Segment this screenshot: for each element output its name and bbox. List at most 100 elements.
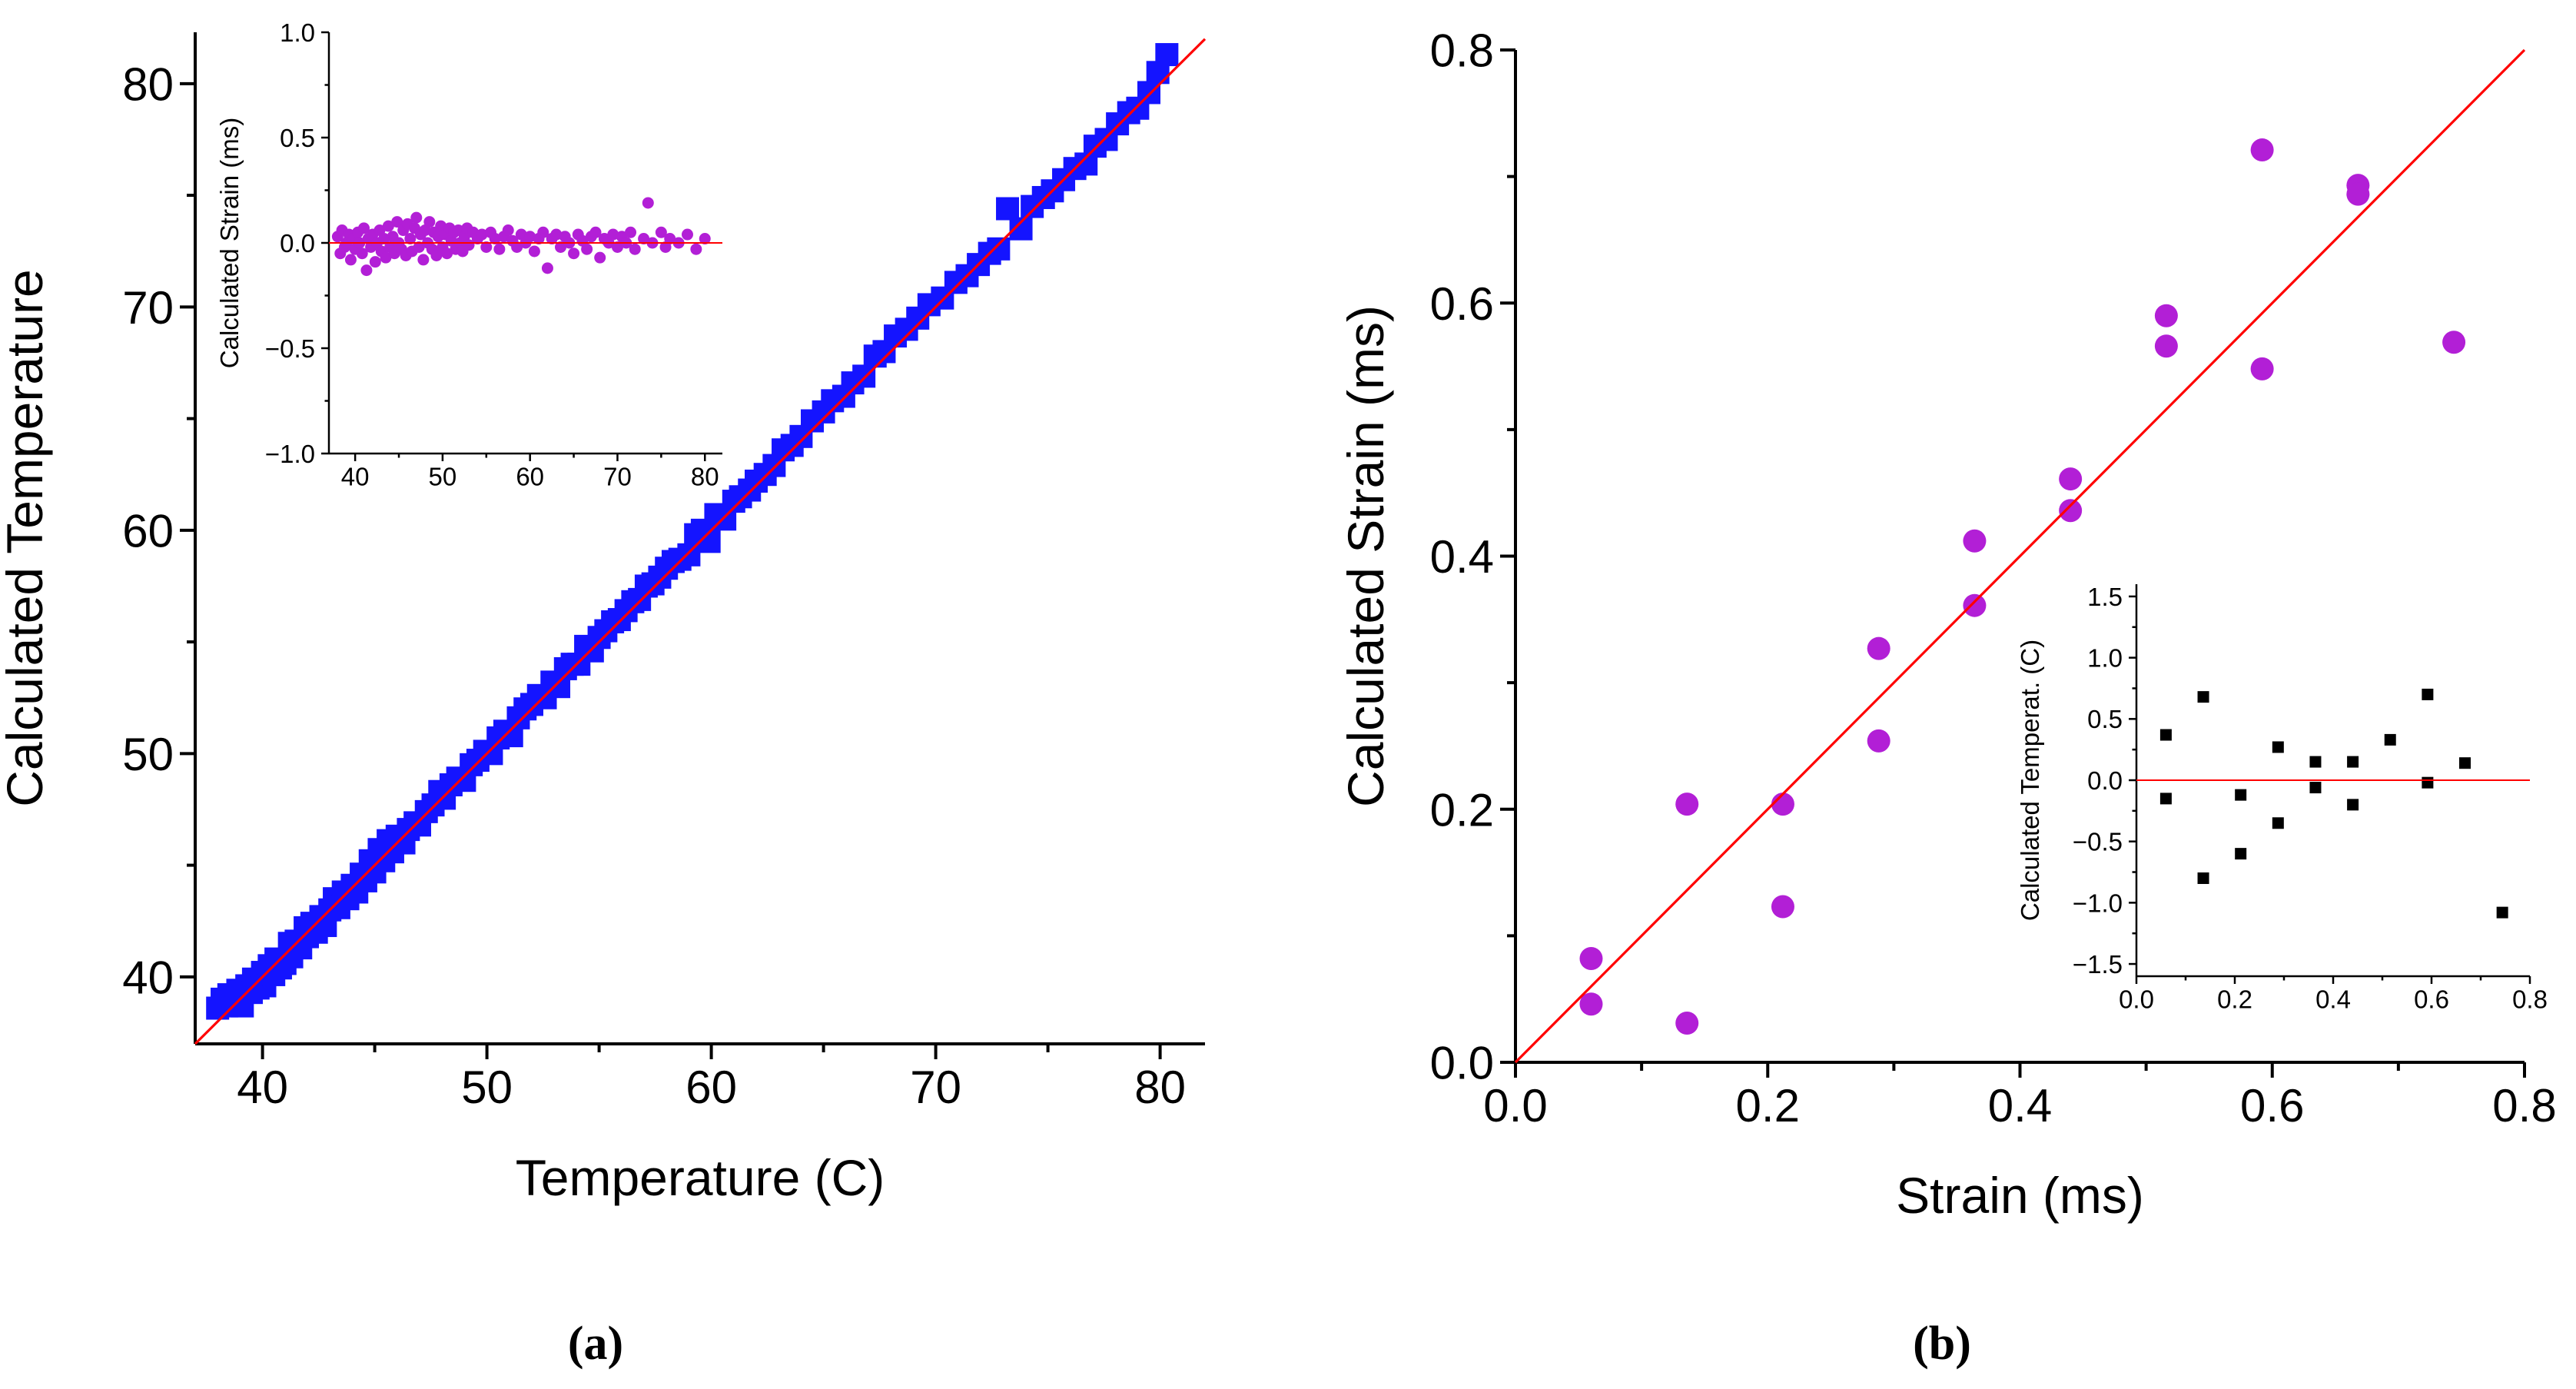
b-main-x-tick-label: 0.6 <box>2240 1080 2304 1131</box>
a-inset-data-point <box>382 220 394 232</box>
b-inset-data-point <box>2235 848 2247 860</box>
a-inset-data-point <box>423 216 436 228</box>
a-main-fit-line <box>194 38 1207 1045</box>
b-inset-data-point <box>2272 741 2284 753</box>
a-inset-data-point <box>642 197 654 209</box>
chart-b-main-plot: 0.0 0.2 0.4 0.6 0.8 0.0 0.2 0.4 0.6 0.8 Calculated… <box>1337 25 2557 1224</box>
a-inset-data-point <box>524 231 536 243</box>
b-main-x-tick-label: 0.2 <box>1736 1080 1800 1131</box>
b-main-data-point <box>2250 357 2274 380</box>
b-inset-y-tick-label: −1.5 <box>2073 950 2123 979</box>
a-main-x-axis-title: Temperature (C) <box>516 1149 885 1206</box>
b-inset-y-axis-title: Calculated Temperat. (C) <box>2016 640 2044 921</box>
b-inset-x-tick-label: 0.6 <box>2414 985 2449 1013</box>
a-inset-y-tick-label: −1.0 <box>265 440 315 468</box>
b-inset-data-point <box>2159 793 2172 805</box>
b-main-data-point <box>1579 992 1603 1016</box>
b-inset-data-point <box>2197 872 2209 884</box>
a-main-data-point <box>996 197 1020 221</box>
b-main-data-point <box>1867 729 1891 753</box>
b-inset-y-tick-label: −1.0 <box>2073 889 2123 917</box>
b-main-fit-line <box>1514 48 2526 1064</box>
a-inset-y-tick-label: 1.0 <box>280 18 315 47</box>
b-main-data-point <box>2154 304 2178 327</box>
a-main-y-tick-label: 50 <box>122 729 174 780</box>
chart-b-inset-plot: 0.0 0.2 0.4 0.6 0.8 −1.5 −1.0 −0.5 0.0 0.5 1.0 1.5 C… <box>2016 583 2548 1014</box>
b-main-y-tick-label: 0.4 <box>1430 531 1494 583</box>
panel-label-a-letter: a <box>584 1318 608 1370</box>
panel-label-b-close: ) <box>1955 1318 1971 1370</box>
b-inset-data-point <box>2272 817 2284 829</box>
a-inset-data-point <box>410 211 423 224</box>
b-inset-x-tick-label: 0.4 <box>2315 985 2351 1013</box>
b-main-data-point <box>1771 895 1794 919</box>
a-main-data-point <box>852 364 876 388</box>
a-inset-x-tick-label: 50 <box>429 462 457 490</box>
a-main-x-tick-label: 60 <box>685 1062 737 1113</box>
b-inset-data-point <box>2422 776 2434 789</box>
a-inset-data-point <box>476 228 488 241</box>
a-inset-data-point <box>489 233 501 245</box>
b-main-data-point <box>1771 793 1794 816</box>
b-inset-data-point <box>2159 729 2172 741</box>
chart-a-inset-plot: 40 50 60 70 80 −1.0 −0.5 0.0 0.5 1.0 Calculated St… <box>215 18 722 490</box>
a-inset-data-point <box>638 233 650 245</box>
b-main-y-tick-label: 0.8 <box>1430 25 1494 77</box>
panel-label-a-open: ( <box>568 1318 584 1370</box>
b-main-data-point <box>1963 529 1987 553</box>
a-inset-data-point <box>655 226 667 238</box>
a-inset-x-tick-label: 70 <box>603 462 632 490</box>
a-inset-data-point <box>358 222 370 234</box>
a-main-x-tick-label: 50 <box>461 1062 513 1113</box>
a-inset-data-point <box>664 233 676 245</box>
b-main-y-tick-label: 0.0 <box>1430 1038 1494 1089</box>
a-inset-data-point <box>493 243 506 255</box>
a-inset-y-tick-label: 0.5 <box>280 124 315 152</box>
a-main-y-tick-label: 60 <box>122 505 174 557</box>
a-inset-data-point <box>430 249 443 261</box>
b-inset-data-point <box>2309 756 2322 768</box>
a-inset-data-point <box>380 251 392 264</box>
b-inset-y-tick-label: −0.5 <box>2073 828 2123 856</box>
b-inset-data-point <box>2309 782 2322 794</box>
a-inset-data-point <box>369 256 381 268</box>
a-main-data-point <box>1155 43 1179 67</box>
a-inset-data-point <box>581 243 593 255</box>
b-main-x-tick-label: 0.4 <box>1988 1080 2052 1131</box>
a-main-x-tick-label: 40 <box>237 1062 288 1113</box>
a-main-data-point <box>677 543 701 567</box>
b-inset-data-point <box>2235 789 2247 801</box>
b-main-data-point <box>1963 593 1987 617</box>
b-main-data-point <box>1579 947 1603 971</box>
panel-label-b: (b) <box>1913 1318 1971 1370</box>
a-inset-data-point <box>625 226 637 238</box>
a-main-data-point <box>987 237 1011 261</box>
b-main-y-tick-label: 0.2 <box>1430 784 1494 836</box>
b-main-data-point <box>2346 182 2370 206</box>
b-main-data-point <box>2059 467 2083 491</box>
a-inset-data-point <box>629 243 641 255</box>
a-inset-y-tick-label: −0.5 <box>265 334 315 363</box>
a-inset-y-axis-title: Calculated Strain (ms) <box>215 118 244 368</box>
a-inset-x-tick-label: 40 <box>341 462 370 490</box>
b-inset-data-point <box>2459 757 2471 769</box>
a-inset-data-point <box>690 243 702 255</box>
panel-label-b-open: ( <box>1913 1318 1929 1370</box>
b-main-data-point <box>2442 331 2466 354</box>
a-inset-data-point <box>356 248 368 260</box>
panel-label-a-close: ) <box>608 1318 624 1370</box>
b-inset-data-point <box>2347 756 2359 768</box>
a-inset-data-point <box>550 228 563 241</box>
b-inset-data-point <box>2384 733 2396 746</box>
b-main-x-tick-label: 0.8 <box>2492 1080 2556 1131</box>
b-main-data-point <box>1867 636 1891 660</box>
a-inset-data-point <box>404 233 417 245</box>
a-main-y-tick-label: 80 <box>122 58 174 110</box>
a-main-y-tick-label: 70 <box>122 282 174 334</box>
b-inset-x-tick-label: 0.2 <box>2217 985 2252 1013</box>
a-main-data-point <box>1137 81 1160 105</box>
b-inset-y-tick-label: 0.5 <box>2087 705 2123 733</box>
a-inset-x-tick-label: 60 <box>516 462 544 490</box>
b-main-x-axis-title: Strain (ms) <box>1896 1167 2144 1224</box>
a-inset-data-point <box>528 245 540 258</box>
